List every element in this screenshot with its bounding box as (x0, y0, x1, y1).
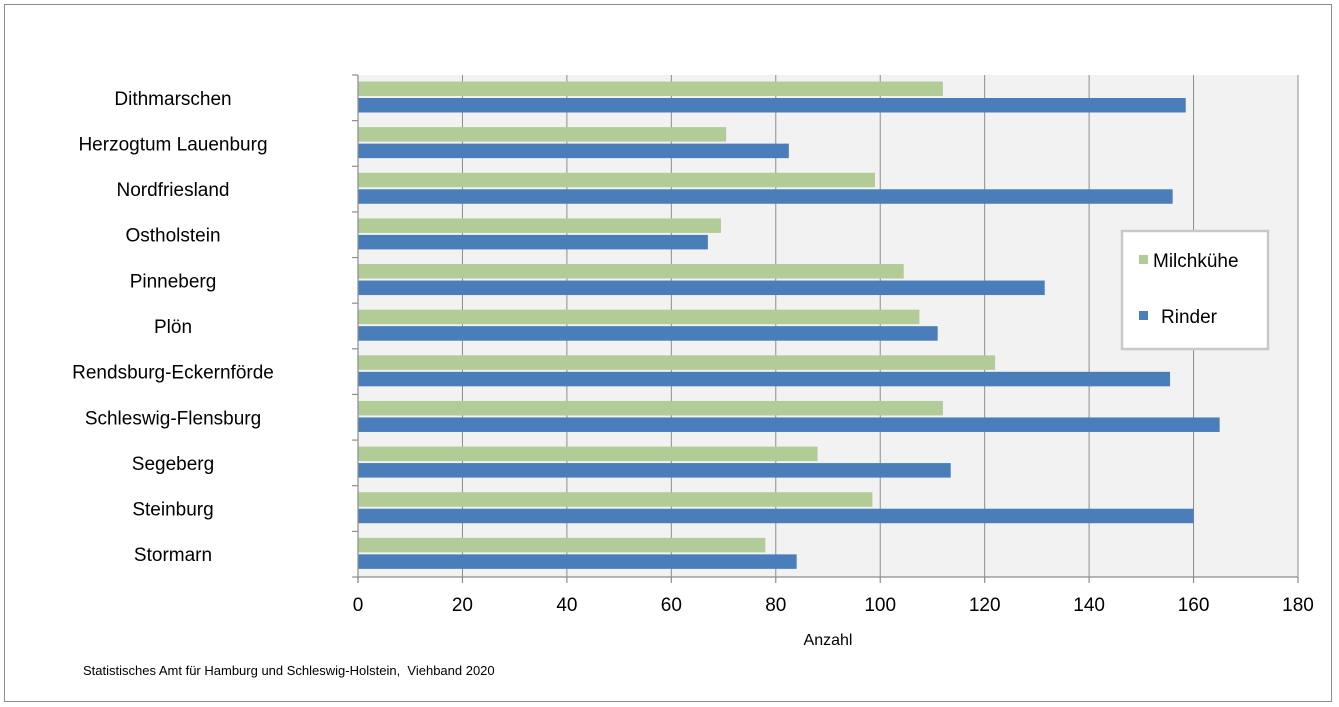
bar-milchkuehe (358, 446, 818, 462)
bar-rinder (358, 463, 951, 478)
bar-milchkuehe (358, 537, 766, 553)
bar-milchkuehe (358, 81, 943, 96)
legend-label-rinder: Rinder (1161, 307, 1218, 328)
x-tick-label: 40 (556, 595, 577, 616)
source-note: Statistisches Amt für Hamburg und Schles… (83, 663, 495, 678)
x-tick-label: 100 (864, 595, 896, 616)
legend-label-milchkuehe: Milchkühe (1153, 251, 1239, 272)
bar-rinder (358, 280, 1045, 296)
x-tick-label: 80 (765, 595, 786, 616)
bar-milchkuehe (358, 355, 996, 370)
bar-milchkuehe (358, 218, 721, 233)
category-label: Pinneberg (130, 271, 217, 292)
category-label: Stormarn (134, 545, 212, 566)
bar-rinder (358, 98, 1186, 113)
bar-milchkuehe (358, 492, 873, 507)
x-tick-label: 0 (353, 595, 364, 616)
bar-rinder (358, 326, 938, 341)
category-label: Steinburg (132, 500, 213, 521)
bar-chart: Dithmarschen Herzogtum Lauenburg Nordfries… (72, 74, 1314, 649)
gridlines (461, 75, 1299, 577)
x-tick-label: 120 (969, 595, 1001, 616)
category-label: Schleswig-Flensburg (85, 408, 261, 429)
category-label: Herzogtum Lauenburg (78, 134, 267, 155)
bar-rinder (358, 371, 1171, 387)
tick-labels: 0 20 40 60 80 100 120 140 160 180 (353, 595, 1314, 616)
bar-milchkuehe (358, 127, 727, 142)
legend-swatch-milchkuehe (1139, 255, 1148, 264)
bar-rinder (358, 417, 1220, 432)
bar-rinder (358, 234, 708, 250)
bar-rinder (358, 143, 789, 159)
bar-milchkuehe (358, 400, 943, 416)
bar-rinder (358, 189, 1173, 204)
category-label: Rendsburg-Eckernförde (72, 363, 274, 384)
x-tick-label: 20 (452, 595, 473, 616)
x-tick-label: 160 (1178, 595, 1210, 616)
x-tick-label: 180 (1282, 595, 1314, 616)
bar-milchkuehe (358, 172, 875, 188)
chart-frame: Dithmarschen Herzogtum Lauenburg Nordfries… (4, 4, 1332, 702)
legend-swatch-rinder (1139, 311, 1148, 320)
legend: Milchkühe Rinder (1120, 229, 1270, 351)
bar-milchkuehe (358, 309, 920, 325)
x-axis-title: Anzahl (804, 632, 853, 649)
bar-rinder (358, 554, 797, 569)
bars (358, 81, 1220, 569)
category-label: Dithmarschen (114, 89, 231, 110)
category-label: Segeberg (132, 454, 214, 475)
bar-milchkuehe (358, 264, 904, 279)
x-tick-label: 140 (1073, 595, 1105, 616)
axes (352, 74, 1299, 583)
bar-rinder (358, 508, 1194, 524)
category-label: Plön (154, 317, 192, 338)
category-label: Nordfriesland (117, 180, 230, 201)
category-label: Ostholstein (125, 226, 220, 247)
category-labels: Dithmarschen Herzogtum Lauenburg Nordfries… (72, 89, 274, 566)
legend-box (1120, 229, 1270, 351)
x-tick-label: 60 (661, 595, 682, 616)
